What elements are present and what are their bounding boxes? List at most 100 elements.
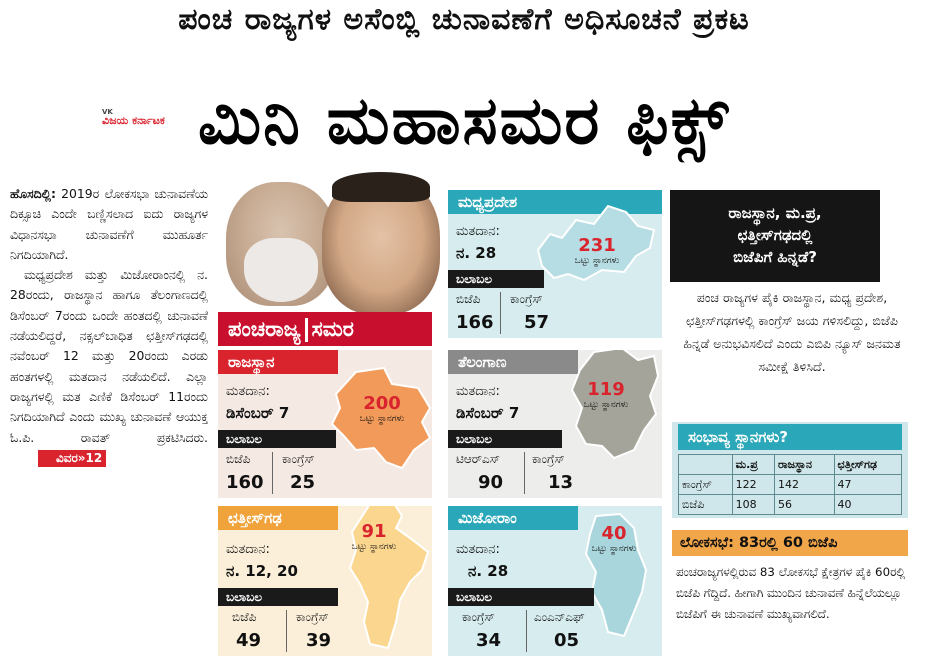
state-title: ಮಿಜೋರಾಂ <box>448 506 578 530</box>
table-cell: ಕಾಂಗ್ರೆಸ್ <box>678 474 733 495</box>
table-cell: 108 <box>731 494 775 515</box>
telangana-map <box>570 350 660 460</box>
banner-left: ಪಂಚರಾಜ್ಯ <box>228 317 301 341</box>
total-seats: 231 ಒಟ್ಟು ಸ್ಥಾನಗಳು <box>562 236 632 267</box>
logo-text: ವಿಜಯ ಕರ್ನಾಟಕ <box>102 114 165 127</box>
table-cell: 56 <box>773 494 835 515</box>
party-2-seats: 05 <box>554 630 580 651</box>
leader-photo-left <box>226 182 336 306</box>
party-2-seats: 13 <box>548 472 574 493</box>
poll-label: ಮತದಾನ: <box>456 384 500 399</box>
opinion-line-3: ಬಿಜೆಪಿಗೆ ಹಿನ್ನಡೆ? <box>733 248 817 266</box>
party-2-seats: 57 <box>524 312 550 333</box>
total-seats-label: ಒಟ್ಟು ಸ್ಥಾನಗಳು <box>583 400 629 410</box>
total-seats-label: ಒಟ್ಟು ಸ್ಥಾನಗಳು <box>359 414 405 424</box>
state-card-telangana: ತೆಲಂಗಾಣ 119 ಒಟ್ಟು ಸ್ಥಾನಗಳು ಮತದಾನ: ಡಿಸೆಂಬ… <box>448 350 662 498</box>
total-seats: 119 ಒಟ್ಟು ಸ್ಥಾನಗಳು <box>574 380 638 411</box>
state-title: ಛತ್ತೀಸ್‌ಗಢ <box>218 506 338 530</box>
table-row: ಕಾಂಗ್ರೆಸ್ 122 142 47 <box>678 474 903 495</box>
poll-label: ಮತದಾನ: <box>456 542 500 557</box>
party-divider <box>286 610 287 652</box>
story-text-1: 2019ರ ಲೋಕಸಭಾ ಚುನಾವಣೆಯ ದಿಕ್ಸೂಚಿ ಎಂದೇ ಬಣ್ಣ… <box>10 186 208 262</box>
opinion-headline: ರಾಜಸ್ಥಾನ, ಮ.ಪ್ರ, ಛತ್ತೀಸ್‌ಗಢದಲ್ಲಿ ಬಿಜೆಪಿಗ… <box>670 190 880 282</box>
table-cell: 142 <box>773 474 835 495</box>
mizoram-map <box>584 512 648 638</box>
party-1: ಕಾಂಗ್ರೆಸ್ <box>462 610 495 624</box>
total-seats: 91 ಒಟ್ಟು ಸ್ಥಾನಗಳು <box>344 522 404 553</box>
total-seats-value: 200 <box>363 393 401 414</box>
banner-right: ಸಮರ <box>311 317 354 341</box>
party-1-seats: 166 <box>456 312 494 333</box>
total-seats-label: ಒಟ್ಟು ಸ್ಥಾನಗಳು <box>591 544 637 554</box>
party-2-seats: 25 <box>290 472 316 493</box>
leaders-photo <box>218 172 440 314</box>
strength-bar: ಬಲಾಬಲ <box>448 588 594 606</box>
chhattisgarh-map <box>348 506 430 650</box>
total-seats-value: 40 <box>601 523 627 544</box>
continued-link[interactable]: ವಿವರ»12 <box>38 449 107 467</box>
madhyapradesh-map <box>536 204 656 282</box>
state-card-mizoram: ಮಿಜೋರಾಂ 40 ಒಟ್ಟು ಸ್ಥಾನಗಳು ಮತದಾನ: ನ. 28 ಬ… <box>448 506 662 656</box>
strength-bar: ಬಲಾಬಲ <box>218 430 336 448</box>
party-2: ಎಂಎನ್‌ಎಫ್ <box>534 610 585 624</box>
table-header-cell: ಛತ್ತೀಸ್‌ಗಢ <box>833 454 903 475</box>
rajasthan-map <box>330 366 432 470</box>
table-cell: 47 <box>833 474 903 495</box>
dateline: ಹೊಸದಿಲ್ಲಿ: <box>10 186 56 201</box>
poll-label: ಮತದಾನ: <box>226 542 270 557</box>
table-header-cell <box>678 454 733 475</box>
poll-date: ನ. 12, 20 <box>226 562 298 580</box>
party-divider <box>524 452 525 494</box>
table-header-row: ಮ.ಪ್ರ ರಾಜಸ್ಥಾನ ಛತ್ತೀಸ್‌ಗಢ <box>678 454 903 475</box>
probable-seats-box: ಸಂಭಾವ್ಯ ಸ್ಥಾನಗಳು? ಮ.ಪ್ರ ರಾಜಸ್ಥಾನ ಛತ್ತೀಸ್… <box>672 422 908 518</box>
state-title: ರಾಜಸ್ಥಾನ <box>218 350 338 374</box>
opinion-text: ಪಂಚ ರಾಜ್ಯಗಳ ಪೈಕಿ ರಾಜಸ್ಥಾನ, ಮಧ್ಯ ಪ್ರದೇಶ, … <box>683 290 901 374</box>
total-seats: 40 ಒಟ್ಟು ಸ್ಥಾನಗಳು <box>582 524 646 555</box>
logo-mark: VK <box>102 108 113 116</box>
poll-label: ಮತದಾನ: <box>226 384 270 399</box>
party-2: ಕಾಂಗ್ರೆಸ್ <box>510 292 543 306</box>
table-row: ಬಿಜೆಪಿ 108 56 40 <box>678 494 903 515</box>
loksabha-headline: ಲೋಕಸಭೆ: 83ರಲ್ಲಿ 60 ಬಿಜೆಪಿ <box>672 530 908 556</box>
party-1: ಬಿಜೆಪಿ <box>232 610 257 624</box>
total-seats-value: 119 <box>587 379 625 400</box>
total-seats-value: 231 <box>578 235 616 256</box>
party-2: ಕಾಂಗ್ರೆಸ್ <box>296 610 329 624</box>
leader-photo-right <box>322 172 440 314</box>
state-card-chhattisgarh: ಛತ್ತೀಸ್‌ಗಢ 91 ಒಟ್ಟು ಸ್ಥಾನಗಳು ಮತದಾನ: ನ. 1… <box>218 506 432 656</box>
probable-seats-title: ಸಂಭಾವ್ಯ ಸ್ಥಾನಗಳು? <box>678 424 902 450</box>
poll-label: ಮತದಾನ: <box>456 224 500 239</box>
table-cell: 40 <box>833 494 903 515</box>
poll-date: ಡಿಸೆಂಬರ್ 7 <box>456 404 520 422</box>
total-seats-label: ಒಟ್ಟು ಸ್ಥಾನಗಳು <box>351 542 397 552</box>
table-header-cell: ಮ.ಪ್ರ <box>731 454 775 475</box>
party-2: ಕಾಂಗ್ರೆಸ್ <box>282 452 315 466</box>
party-1-seats: 90 <box>478 472 504 493</box>
poll-date: ನ. 28 <box>456 244 497 262</box>
story-para-2: ಮಧ್ಯಪ್ರದೇಶ ಮತ್ತು ಮಿಜೋರಾಂನಲ್ಲಿ ನ. 28ರಂದು,… <box>10 265 208 468</box>
party-divider <box>272 452 273 494</box>
opinion-line-2: ಛತ್ತೀಸ್‌ಗಢದಲ್ಲಿ <box>737 226 813 244</box>
party-2-seats: 39 <box>306 630 332 651</box>
party-1: ಟಿಆರ್‌ಎಸ್ <box>456 452 500 466</box>
party-1-seats: 34 <box>476 630 502 651</box>
total-seats: 200 ಒಟ್ಟು ಸ್ಥಾನಗಳು <box>348 394 416 425</box>
party-2: ಕಾಂಗ್ರೆಸ್ <box>532 452 565 466</box>
table-cell: 122 <box>731 474 775 495</box>
state-title: ತೆಲಂಗಾಣ <box>448 350 578 374</box>
party-1: ಬಿಜೆಪಿ <box>456 292 481 306</box>
party-1-seats: 49 <box>236 630 262 651</box>
poll-date: ನ. 28 <box>468 562 509 580</box>
total-seats-value: 91 <box>361 521 387 542</box>
party-divider <box>526 610 527 652</box>
table-header-cell: ರಾಜಸ್ಥಾನ <box>773 454 835 475</box>
strength-bar: ಬಲಾಬಲ <box>448 430 562 448</box>
table-cell: ಬಿಜೆಪಿ <box>678 494 733 515</box>
state-card-rajasthan: ರಾಜಸ್ಥಾನ 200 ಒಟ್ಟು ಸ್ಥಾನಗಳು ಮತದಾನ: ಡಿಸೆಂ… <box>218 350 432 498</box>
story-text-2: ಮಧ್ಯಪ್ರದೇಶ ಮತ್ತು ಮಿಜೋರಾಂನಲ್ಲಿ ನ. 28ರಂದು,… <box>10 267 208 445</box>
kicker-headline: ಪಂಚ ರಾಜ್ಯಗಳ ಅಸೆಂಬ್ಲಿ ಚುನಾವಣೆಗೆ ಅಧಿಸೂಚನೆ … <box>178 2 750 37</box>
poll-date: ಡಿಸೆಂಬರ್ 7 <box>226 404 290 422</box>
state-card-madhyapradesh: ಮಧ್ಯಪ್ರದೇಶ 231 ಒಟ್ಟು ಸ್ಥಾನಗಳು ಮತದಾನ: ನ. … <box>448 190 662 338</box>
lead-story: ಹೊಸದಿಲ್ಲಿ: 2019ರ ಲೋಕಸಭಾ ಚುನಾವಣೆಯ ದಿಕ್ಸೂಚ… <box>10 184 208 468</box>
newspaper-logo: VK ವಿಜಯ ಕರ್ನಾಟಕ <box>102 108 165 128</box>
